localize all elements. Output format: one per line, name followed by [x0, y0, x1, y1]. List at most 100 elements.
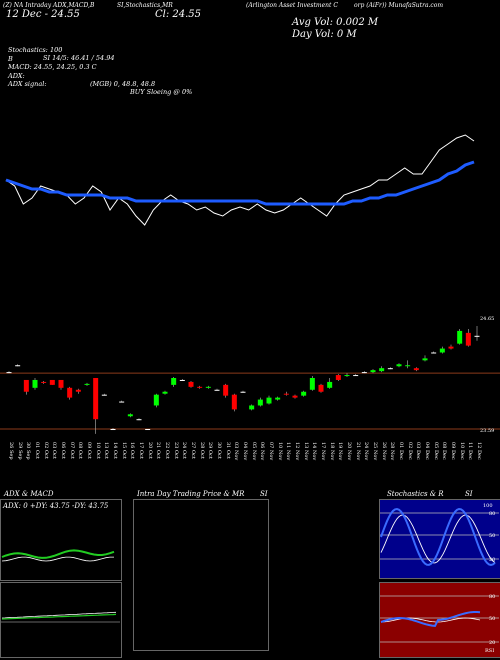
- candle: [405, 360, 411, 369]
- buy-signal: BUY Sloeing @ 0%: [130, 88, 193, 96]
- candle: [439, 346, 445, 354]
- x-tick-label: 27 Oct: [190, 442, 196, 459]
- candle: [387, 367, 393, 370]
- rsi-white-line: [380, 617, 481, 623]
- x-tick-label: 12 Nov: [294, 442, 300, 461]
- x-tick-label: 30 Oct: [216, 442, 222, 459]
- candle: [257, 397, 263, 407]
- candle: [361, 371, 367, 374]
- candle: [266, 395, 272, 405]
- x-tick-label: 28 Oct: [198, 442, 205, 459]
- x-tick-label: 22 Oct: [164, 442, 170, 459]
- x-tick-label: 21 Oct: [155, 442, 162, 459]
- candle: [396, 363, 402, 368]
- rsi-blue-line: [380, 611, 481, 627]
- adx-white-line: [1, 556, 114, 562]
- macd-plot: [1, 611, 120, 623]
- header-right: (Arlington Asset Investment C: [246, 2, 338, 9]
- candle: [223, 383, 229, 398]
- candle: [335, 374, 341, 381]
- rsi-corner-label: RSI: [485, 648, 494, 654]
- header-mid: SI,Stochastics,MR: [117, 2, 173, 9]
- x-tick-label: 29 Sep: [16, 442, 23, 460]
- candle: [413, 367, 419, 372]
- candle: [41, 380, 47, 384]
- candle: [309, 376, 315, 391]
- candlestick-chart: [0, 326, 500, 434]
- x-tick-label: 03 Oct: [51, 442, 58, 459]
- x-tick-label: 19 Nov: [337, 442, 344, 461]
- mr-title: Intra Day Trading Price & MR: [137, 490, 245, 498]
- x-tick-label: 07 Nov: [268, 442, 274, 461]
- x-tick-label: 11 Dec: [467, 442, 474, 460]
- x-tick-label: 14 Nov: [311, 442, 318, 461]
- candle: [448, 344, 454, 350]
- stoch-title: Stochastics & R: [387, 490, 444, 498]
- x-tick-label: 11 Nov: [285, 442, 292, 461]
- x-tick-label: 12 Dec: [476, 442, 482, 460]
- candle: [145, 429, 151, 431]
- candle: [275, 396, 281, 401]
- ema-series-line: [5, 160, 475, 206]
- candle: [15, 364, 21, 367]
- candle: [465, 328, 471, 347]
- stoch-value: Stochastics: 100: [8, 46, 63, 54]
- candle: [474, 326, 480, 341]
- rsi-tick-50: 50: [489, 616, 495, 622]
- x-tick-label: 24 Nov: [363, 442, 370, 461]
- x-tick-label: 21 Nov: [354, 442, 361, 461]
- x-tick-label: 24 Oct: [181, 442, 188, 459]
- candle: [283, 391, 289, 396]
- candle: [231, 393, 237, 412]
- x-axis-dates: 26 Sep 29 Sep 30 Sep 01 Oct 02 Oct 03 Oct 06 O…: [0, 440, 500, 480]
- macd-value: MACD: 24.55, 24.25, 0.3 C: [8, 63, 97, 71]
- price-line-chart: [5, 134, 475, 226]
- stoch-corner-label: 100: [483, 503, 493, 509]
- x-tick-label: 31 Oct: [224, 442, 231, 459]
- mgb-value: (MGB) 0, 48.8, 48.8: [90, 80, 156, 88]
- candle: [214, 388, 220, 391]
- candle: [75, 388, 81, 394]
- price-label-low: 23.59: [480, 428, 495, 434]
- x-tick-label: 29 Oct: [207, 442, 214, 459]
- header-far: orp (AiFr)) MunafaSutra.com: [354, 2, 444, 9]
- candle: [110, 428, 116, 431]
- x-tick-label: 17 Nov: [320, 442, 326, 461]
- mr-si: SI: [260, 490, 268, 498]
- candle: [205, 385, 211, 389]
- rsi-tick-80: 80: [489, 594, 495, 600]
- stoch-tick-50: 50: [489, 533, 495, 539]
- candle: [32, 378, 38, 390]
- price-label-high: 24.65: [480, 316, 495, 322]
- candle: [457, 328, 463, 345]
- adx-label: ADX:: [8, 71, 25, 80]
- x-tick-label: 28 Nov: [389, 442, 396, 461]
- candle: [23, 379, 29, 395]
- candle: [327, 378, 333, 389]
- day-volume: Day Vol: 0 M: [292, 29, 357, 40]
- candle: [318, 383, 324, 393]
- date-close: 12 Dec - 24.55: [6, 9, 80, 20]
- adx-signal-label: ADX signal:: [8, 80, 47, 88]
- avg-volume: Avg Vol: 0.002 M: [292, 17, 379, 28]
- b-label: B: [8, 54, 13, 63]
- x-tick-label: 10 Dec: [458, 442, 465, 460]
- adx-green-line: [1, 549, 115, 559]
- candle: [431, 351, 437, 354]
- x-tick-label: 23 Oct: [172, 442, 179, 459]
- candle: [162, 390, 168, 395]
- stoch-panel: [379, 499, 500, 579]
- x-tick-label: 25 Nov: [372, 442, 378, 461]
- close-series-line: [5, 134, 475, 226]
- candle: [93, 378, 99, 434]
- x-tick-label: 09 Oct: [86, 442, 92, 459]
- rsi-plot: 80 50 20 RSI: [380, 594, 499, 654]
- x-tick-label: 26 Sep: [8, 442, 14, 460]
- candle: [353, 374, 359, 377]
- candle: [6, 371, 12, 374]
- x-tick-label: 20 Nov: [346, 442, 352, 461]
- x-tick-label: 15 Oct: [120, 442, 127, 459]
- x-tick-label: 18 Nov: [328, 442, 335, 461]
- x-tick-label: 04 Nov: [242, 442, 248, 461]
